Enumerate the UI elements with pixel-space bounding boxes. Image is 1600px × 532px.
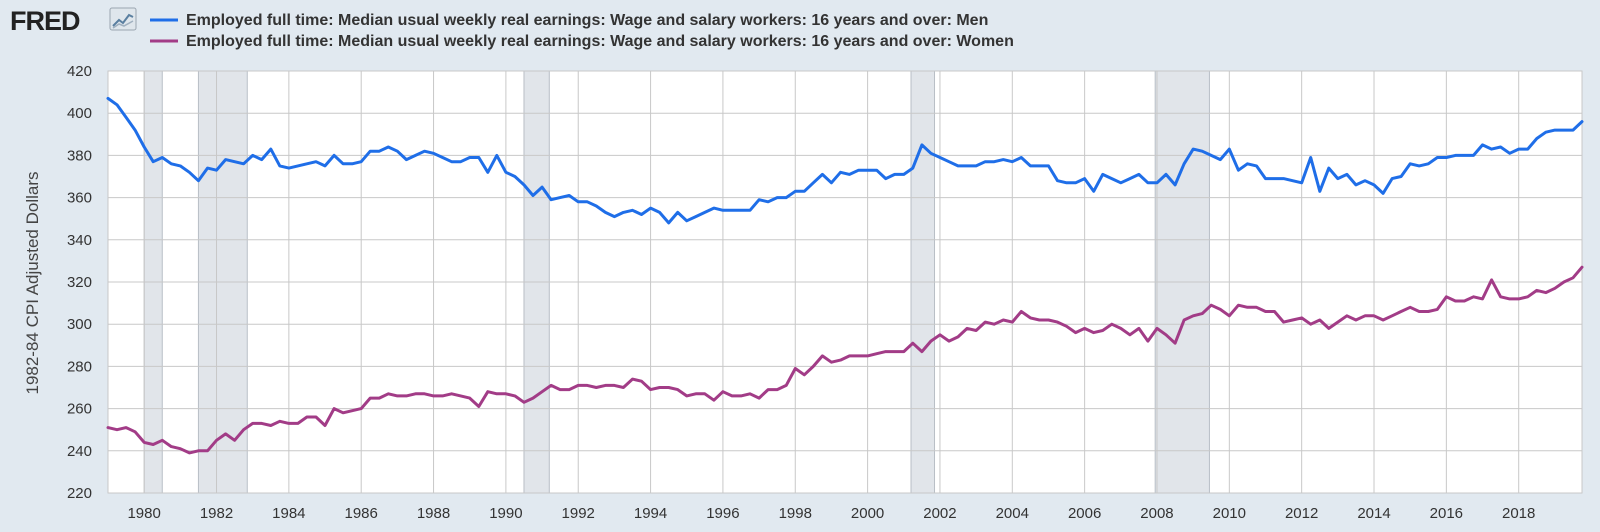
y-tick-label: 300 bbox=[67, 316, 92, 333]
y-tick-label: 260 bbox=[67, 401, 92, 418]
x-tick-label: 2010 bbox=[1213, 505, 1246, 522]
grid-lines bbox=[108, 70, 1582, 494]
x-tick-label: 1990 bbox=[489, 505, 522, 522]
series-line-men[interactable] bbox=[106, 96, 1584, 225]
y-tick-label: 240 bbox=[67, 443, 92, 460]
y-axis: 220 240 260 280 300 320 340 360 380 400 420 bbox=[67, 63, 92, 502]
x-tick-label: 2012 bbox=[1285, 505, 1318, 522]
legend-label-women: Employed full time: Median usual weekly … bbox=[186, 33, 1014, 50]
x-tick-label: 1998 bbox=[779, 505, 812, 522]
y-tick-label: 420 bbox=[67, 63, 92, 80]
x-tick-label: 1988 bbox=[417, 505, 450, 522]
x-tick-label: 2014 bbox=[1357, 505, 1390, 522]
legend-label-men: Employed full time: Median usual weekly … bbox=[186, 12, 988, 29]
x-tick-label: 1982 bbox=[200, 505, 233, 522]
y-tick-label: 280 bbox=[67, 358, 92, 375]
x-tick-label: 2018 bbox=[1502, 505, 1535, 522]
legend-item-men[interactable]: Employed full time: Median usual weekly … bbox=[150, 12, 988, 29]
y-axis-title: 1982-84 CPI Adjusted Dollars bbox=[23, 171, 42, 394]
y-tick-label: 220 bbox=[67, 485, 92, 502]
y-tick-label: 340 bbox=[67, 232, 92, 249]
x-tick-label: 1986 bbox=[345, 505, 378, 522]
line-chart-icon bbox=[109, 7, 137, 31]
x-tick-label: 1984 bbox=[272, 505, 305, 522]
x-tick-label: 2008 bbox=[1140, 505, 1173, 522]
x-axis: 1980 1982 1984 1986 1988 1990 1992 1994 1996 1998… bbox=[127, 505, 1535, 522]
series-line-women[interactable] bbox=[106, 265, 1584, 455]
y-tick-label: 400 bbox=[67, 105, 92, 122]
series-lines bbox=[106, 96, 1584, 455]
legend-item-women[interactable]: Employed full time: Median usual weekly … bbox=[150, 33, 1014, 50]
logo-text: FRED bbox=[10, 6, 80, 36]
x-tick-label: 2000 bbox=[851, 505, 884, 522]
legend: Employed full time: Median usual weekly … bbox=[150, 12, 1014, 50]
x-tick-label: 2016 bbox=[1430, 505, 1463, 522]
x-tick-label: 2002 bbox=[923, 505, 956, 522]
x-tick-label: 2004 bbox=[996, 505, 1029, 522]
x-tick-label: 1996 bbox=[706, 505, 739, 522]
y-tick-label: 380 bbox=[67, 147, 92, 164]
x-tick-label: 1980 bbox=[127, 505, 160, 522]
y-tick-label: 360 bbox=[67, 190, 92, 207]
x-tick-label: 2006 bbox=[1068, 505, 1101, 522]
fred-logo[interactable]: FRED bbox=[10, 6, 137, 36]
x-tick-label: 1994 bbox=[634, 505, 667, 522]
y-tick-label: 320 bbox=[67, 274, 92, 291]
x-tick-label: 1992 bbox=[562, 505, 595, 522]
